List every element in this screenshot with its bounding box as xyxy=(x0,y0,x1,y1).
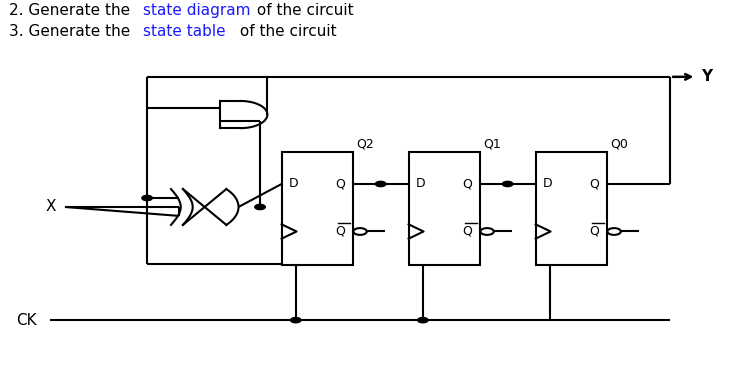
Circle shape xyxy=(353,228,367,235)
Circle shape xyxy=(418,318,428,323)
Text: of the circuit: of the circuit xyxy=(235,24,337,39)
Bar xyxy=(409,152,479,266)
Text: D: D xyxy=(543,177,553,190)
Text: Q: Q xyxy=(335,177,345,190)
Text: D: D xyxy=(289,177,298,190)
Text: Q: Q xyxy=(590,177,599,190)
Circle shape xyxy=(290,318,301,323)
Circle shape xyxy=(142,195,152,201)
Circle shape xyxy=(608,228,621,235)
Bar xyxy=(281,152,352,266)
Text: 2. Generate the: 2. Generate the xyxy=(9,3,135,18)
Text: state table: state table xyxy=(142,24,226,39)
Text: Q: Q xyxy=(335,225,345,238)
Text: D: D xyxy=(416,177,426,190)
Circle shape xyxy=(375,181,386,187)
Text: CK: CK xyxy=(16,313,37,328)
Circle shape xyxy=(503,181,513,187)
Circle shape xyxy=(255,204,266,210)
Text: Q1: Q1 xyxy=(483,138,501,150)
Text: Q: Q xyxy=(590,225,599,238)
Text: Q0: Q0 xyxy=(610,138,628,150)
Text: 3. Generate the: 3. Generate the xyxy=(9,24,135,39)
Circle shape xyxy=(480,228,494,235)
Text: X: X xyxy=(46,200,56,214)
Text: Q: Q xyxy=(462,177,472,190)
Text: Q2: Q2 xyxy=(356,138,374,150)
Text: Q: Q xyxy=(462,225,472,238)
Text: state diagram: state diagram xyxy=(142,3,250,18)
Bar xyxy=(536,152,607,266)
Text: Y: Y xyxy=(701,69,712,84)
Text: of the circuit: of the circuit xyxy=(251,3,353,18)
